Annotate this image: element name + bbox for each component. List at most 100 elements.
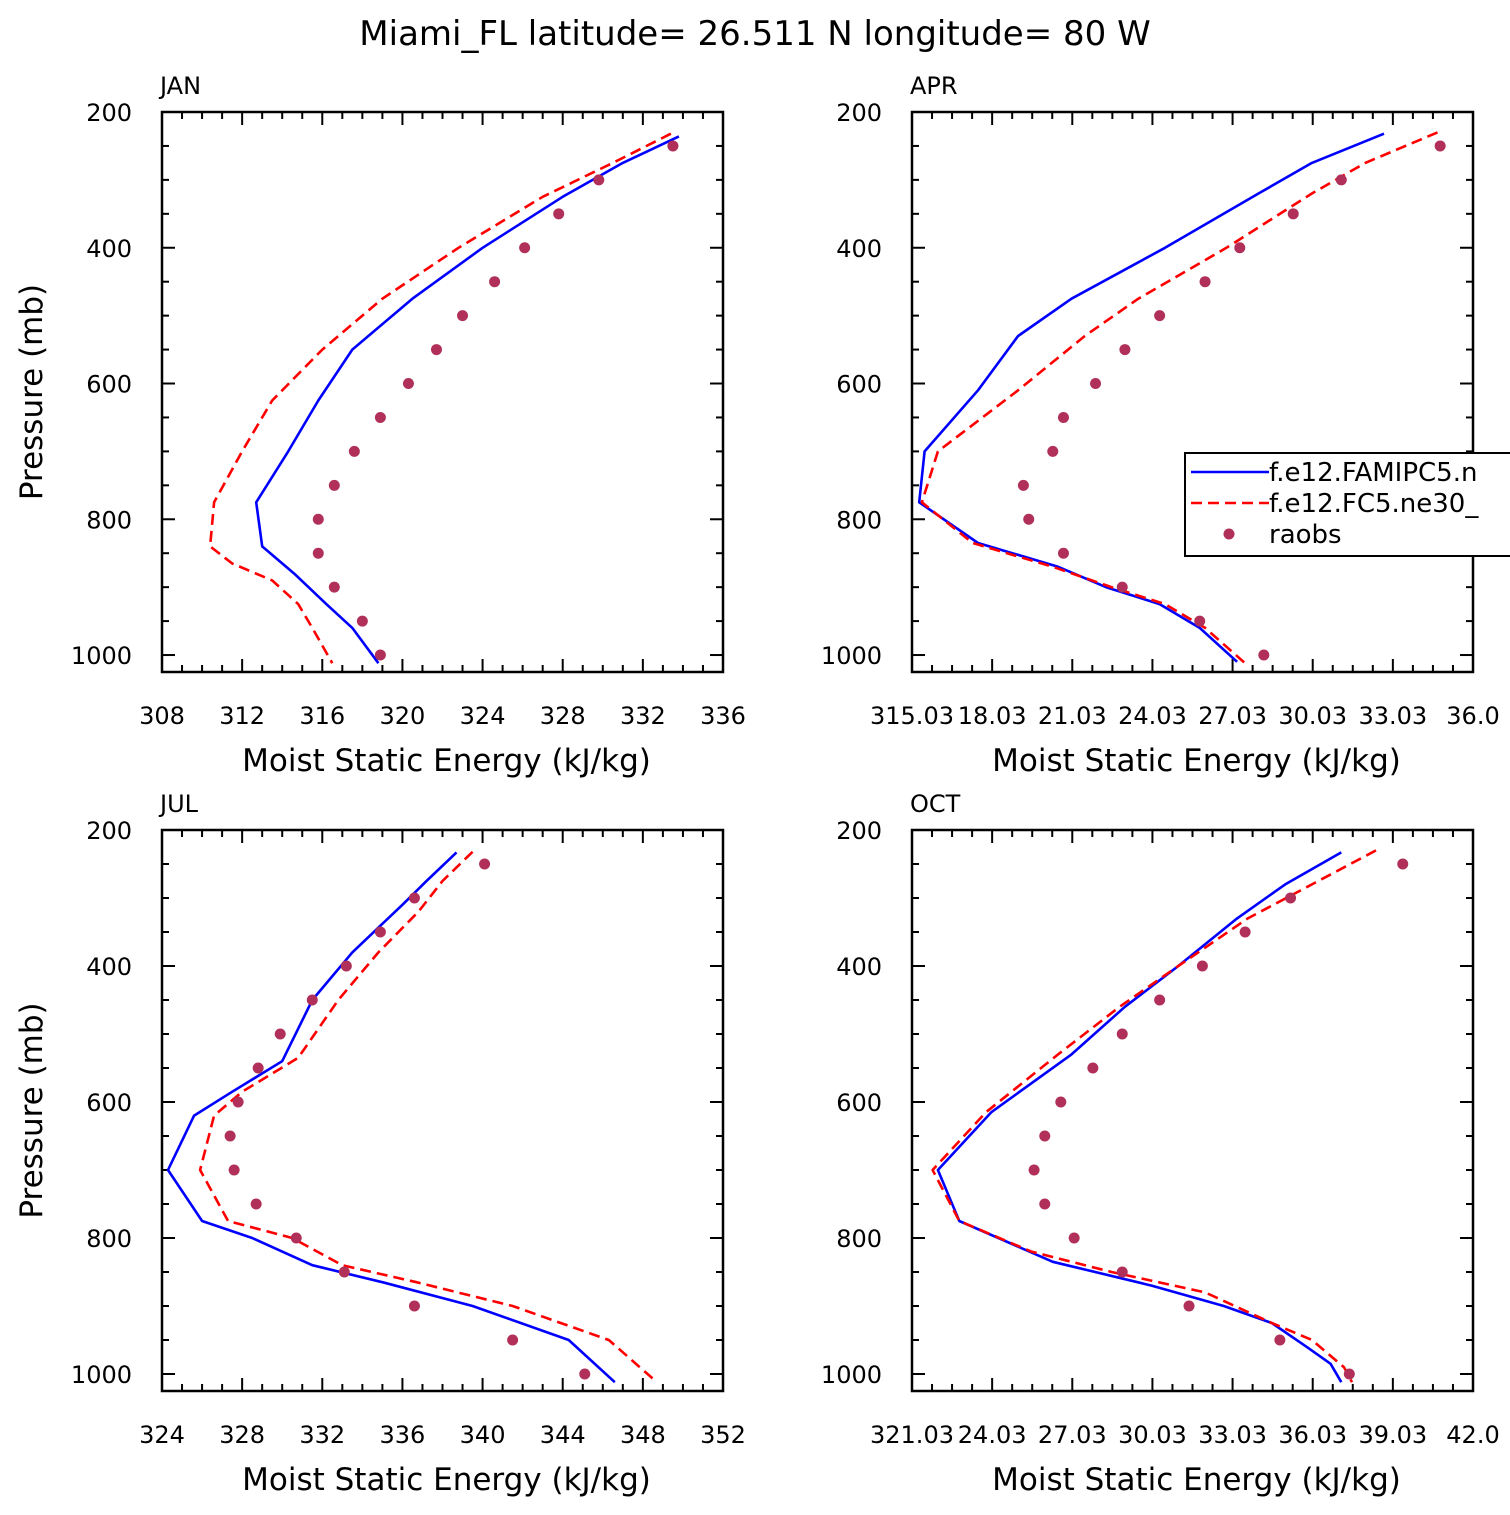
panel-label: APR bbox=[910, 72, 958, 100]
raobs-point bbox=[1343, 1368, 1355, 1380]
raobs-point bbox=[1287, 208, 1299, 220]
raobs-point bbox=[1057, 547, 1069, 559]
raobs-point bbox=[290, 1232, 302, 1244]
x-tick-label: 328 bbox=[540, 702, 586, 730]
raobs-point bbox=[1194, 615, 1206, 627]
raobs-point bbox=[457, 310, 469, 322]
raobs-point bbox=[479, 858, 491, 870]
raobs-point bbox=[1047, 445, 1059, 457]
series-f-e12-fc5-ne30-line bbox=[208, 132, 672, 664]
figure-title: Miami_FL latitude= 26.511 N longitude= 8… bbox=[359, 14, 1150, 54]
raobs-point bbox=[1039, 1130, 1051, 1142]
raobs-point bbox=[1028, 1164, 1040, 1176]
y-tick-label: 1000 bbox=[71, 1361, 132, 1389]
y-tick-label: 600 bbox=[836, 371, 882, 399]
plot-frame bbox=[160, 110, 725, 674]
x-tick-label: 320 bbox=[380, 702, 426, 730]
x-tick-label: 312 bbox=[219, 702, 265, 730]
raobs-point bbox=[1116, 1266, 1128, 1278]
y-tick-label: 800 bbox=[836, 506, 882, 534]
raobs-point bbox=[228, 1164, 240, 1176]
y-tick-label: 600 bbox=[86, 1089, 132, 1117]
x-tick-label: 340 bbox=[460, 1421, 506, 1449]
legend-box bbox=[1184, 452, 1510, 557]
y-tick-label: 600 bbox=[86, 371, 132, 399]
raobs-point bbox=[1199, 276, 1211, 288]
x-tick-label: 33.03 bbox=[1198, 1421, 1267, 1449]
series-f-e12-fc5-ne30-line bbox=[920, 131, 1439, 665]
x-tick-label: 27.03 bbox=[1038, 1421, 1107, 1449]
x-tick-label: 348 bbox=[620, 1421, 666, 1449]
y-tick-label: 600 bbox=[836, 1089, 882, 1117]
raobs-point bbox=[232, 1096, 244, 1108]
series-f-e12-famipc5-n-line bbox=[917, 132, 1385, 663]
legend-marker-raobs bbox=[1223, 528, 1235, 540]
plot-area bbox=[208, 132, 680, 664]
raobs-point bbox=[338, 1266, 350, 1278]
y-axis-title: Pressure (mb) bbox=[14, 1002, 50, 1218]
raobs-point bbox=[1196, 960, 1208, 972]
x-tick-label: 324 bbox=[139, 1421, 185, 1449]
y-tick-label: 1000 bbox=[821, 642, 882, 670]
raobs-point bbox=[1183, 1300, 1195, 1312]
series-f-e12-famipc5-n-line bbox=[166, 851, 616, 1384]
raobs-point bbox=[1017, 479, 1029, 491]
raobs-point bbox=[1087, 1062, 1099, 1074]
raobs-point bbox=[328, 479, 340, 491]
raobs-point bbox=[374, 926, 386, 938]
y-tick-label: 200 bbox=[836, 99, 882, 127]
raobs-point bbox=[1239, 926, 1251, 938]
raobs-point bbox=[1274, 1334, 1286, 1346]
x-tick-label: 328 bbox=[219, 1421, 265, 1449]
x-tick-label: 336 bbox=[700, 702, 746, 730]
raobs-point bbox=[1116, 581, 1128, 593]
raobs-point bbox=[312, 513, 324, 525]
x-tick-label: 308 bbox=[139, 702, 185, 730]
x-tick-label: 344 bbox=[540, 1421, 586, 1449]
y-axis-title: Pressure (mb) bbox=[14, 284, 50, 500]
raobs-point bbox=[1090, 378, 1102, 390]
y-tick-label: 400 bbox=[836, 953, 882, 981]
x-tick-label: 36.0 bbox=[1446, 702, 1499, 730]
raobs-point bbox=[1057, 411, 1069, 423]
legend-entry-label: f.e12.FC5.ne30_ bbox=[1269, 489, 1479, 519]
raobs-point bbox=[340, 960, 352, 972]
raobs-point bbox=[1285, 892, 1297, 904]
y-tick-label: 400 bbox=[86, 235, 132, 263]
raobs-point bbox=[1397, 858, 1409, 870]
panel-label: JUL bbox=[158, 790, 199, 818]
raobs-point bbox=[1055, 1096, 1067, 1108]
series-f-e12-fc5-ne30-line bbox=[198, 850, 658, 1384]
y-tick-label: 400 bbox=[86, 953, 132, 981]
x-tick-label: 21.03 bbox=[1038, 702, 1107, 730]
raobs-point bbox=[402, 378, 414, 390]
x-tick-label: 36.03 bbox=[1278, 1421, 1347, 1449]
panel-label: OCT bbox=[910, 790, 961, 818]
y-tick-label: 800 bbox=[86, 506, 132, 534]
panel-oct: 321.03 24.03 27.03 30.03 33.03 36.03 39.03 42.0… bbox=[821, 790, 1500, 1498]
raobs-point bbox=[348, 445, 360, 457]
y-tick-label: 200 bbox=[86, 99, 132, 127]
y-tick-label: 200 bbox=[86, 817, 132, 845]
x-tick-label: 42.0 bbox=[1446, 1421, 1499, 1449]
x-tick-label: 332 bbox=[299, 1421, 345, 1449]
x-axis-title: Moist Static Energy (kJ/kg) bbox=[992, 1462, 1401, 1498]
x-tick-label: 332 bbox=[620, 702, 666, 730]
plot-frame bbox=[910, 110, 1475, 674]
plot-frame bbox=[160, 828, 725, 1393]
panel-label: JAN bbox=[158, 72, 201, 100]
legend-entry-label: f.e12.FAMIPC5.n bbox=[1269, 458, 1477, 488]
raobs-point bbox=[553, 208, 565, 220]
y-tick-label: 800 bbox=[86, 1225, 132, 1253]
series-f-e12-famipc5-n-line bbox=[936, 851, 1343, 1383]
raobs-point bbox=[1335, 174, 1347, 186]
raobs-point bbox=[1258, 649, 1270, 661]
raobs-point bbox=[430, 344, 442, 356]
y-tick-label: 1000 bbox=[71, 642, 132, 670]
raobs-point bbox=[374, 411, 386, 423]
x-tick-label: 315.03 bbox=[870, 702, 954, 730]
x-tick-label: 336 bbox=[380, 1421, 426, 1449]
y-tick-label: 800 bbox=[836, 1225, 882, 1253]
raobs-point bbox=[408, 892, 420, 904]
